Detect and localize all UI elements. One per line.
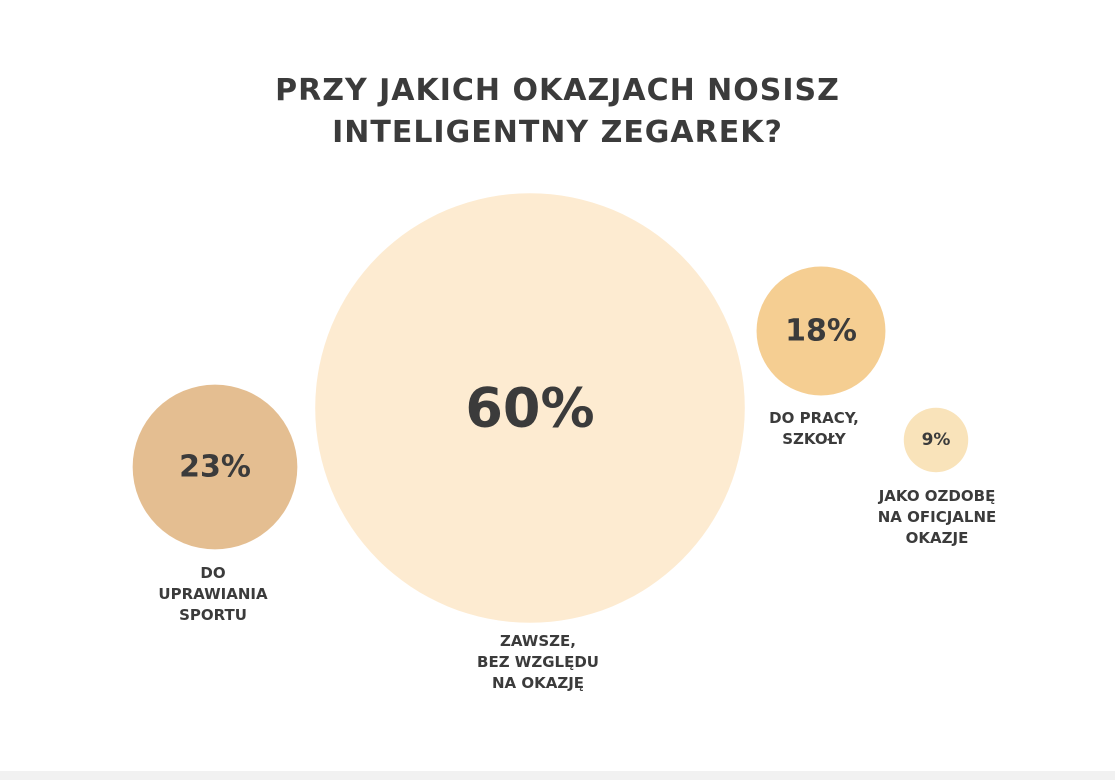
value-label: 23%	[179, 450, 251, 485]
value-label: 9%	[922, 430, 951, 450]
bubble	[903, 407, 969, 473]
bubble	[315, 193, 745, 623]
bubble	[756, 266, 886, 396]
value-label: 18%	[785, 314, 857, 349]
bubble	[132, 384, 298, 550]
footer-strip	[0, 771, 1115, 780]
value-label: 60%	[465, 377, 594, 440]
category-label: ZAWSZE, BEZ WZGLĘDU NA OKAZJĘ	[477, 632, 599, 692]
category-label: JAKO OZDOBĘ NA OFICJALNE OKAZJE	[877, 487, 997, 547]
chart-title: PRZY JAKICH OKAZJACH NOSISZ INTELIGENTNY…	[275, 73, 840, 150]
category-label: DO UPRAWIANIA SPORTU	[158, 564, 268, 624]
category-label: DO PRACY, SZKOŁY	[769, 409, 859, 448]
